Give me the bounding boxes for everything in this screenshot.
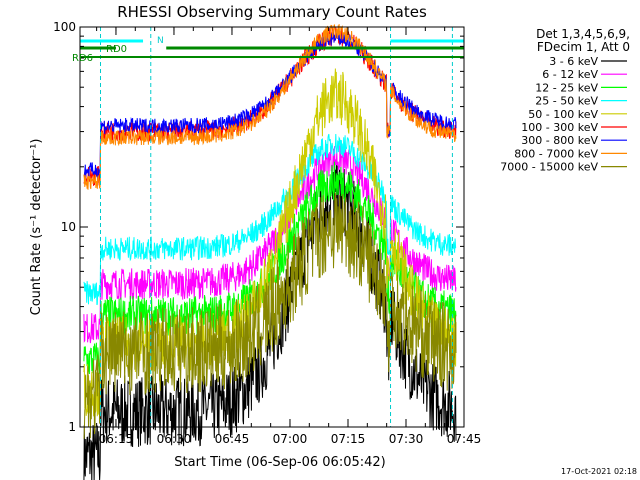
tick-layer: 06:15 06:30 06:45 07:00 07:15 07:30 07:45 1 10 10… bbox=[53, 20, 481, 446]
x-axis-label: Start Time (06-Sep-06 06:05:42) bbox=[174, 455, 385, 470]
legend-title-line-2: FDecim 1, Att 0 bbox=[537, 40, 630, 54]
overlay-layer bbox=[80, 27, 464, 427]
series-line bbox=[83, 30, 457, 179]
legend-title-line-1: Det 1,3,4,5,6,9, bbox=[536, 27, 630, 41]
series-line bbox=[83, 133, 457, 306]
series-line bbox=[83, 68, 457, 417]
series-line bbox=[83, 192, 457, 439]
x-tick-label: 07:30 bbox=[389, 432, 424, 446]
legend-label: 100 - 300 keV bbox=[521, 121, 598, 134]
x-tick-label: 07:00 bbox=[273, 432, 308, 446]
y-tick-label: 100 bbox=[53, 20, 76, 34]
y-axis-label: Count Rate (s⁻¹ detector⁻¹) bbox=[29, 139, 44, 316]
rd0-label: RD0 bbox=[106, 44, 127, 55]
legend-label: 800 - 7000 keV bbox=[514, 147, 598, 160]
x-tick-label: 06:45 bbox=[215, 432, 250, 446]
legend-label: 7000 - 15000 keV bbox=[500, 161, 598, 174]
series-line bbox=[83, 143, 457, 344]
legend: Det 1,3,4,5,6,9, FDecim 1, Att 0 3 - 6 k… bbox=[500, 27, 630, 174]
x-tick-label: 07:15 bbox=[331, 432, 366, 446]
legend-label: 50 - 100 keV bbox=[528, 108, 598, 121]
y-tick-label: 10 bbox=[61, 220, 76, 234]
x-tick-label: 06:30 bbox=[157, 432, 192, 446]
legend-label: 12 - 25 keV bbox=[535, 81, 598, 94]
x-tick-label: 06:15 bbox=[99, 432, 134, 446]
plot-layer bbox=[83, 24, 457, 480]
legend-label: 3 - 6 keV bbox=[549, 55, 598, 68]
legend-label: 25 - 50 keV bbox=[535, 95, 598, 108]
rd6-label: RD6 bbox=[72, 53, 93, 64]
generated-timestamp: 17-Oct-2021 02:18 bbox=[561, 467, 637, 476]
series-line bbox=[83, 24, 457, 190]
chart-title: RHESSI Observing Summary Count Rates bbox=[117, 3, 427, 21]
legend-label: 6 - 12 keV bbox=[542, 68, 598, 81]
x-tick-label: 07:45 bbox=[447, 432, 482, 446]
y-tick-label: 1 bbox=[68, 420, 76, 434]
legend-label: 300 - 800 keV bbox=[521, 134, 598, 147]
n-label: N bbox=[157, 36, 164, 46]
